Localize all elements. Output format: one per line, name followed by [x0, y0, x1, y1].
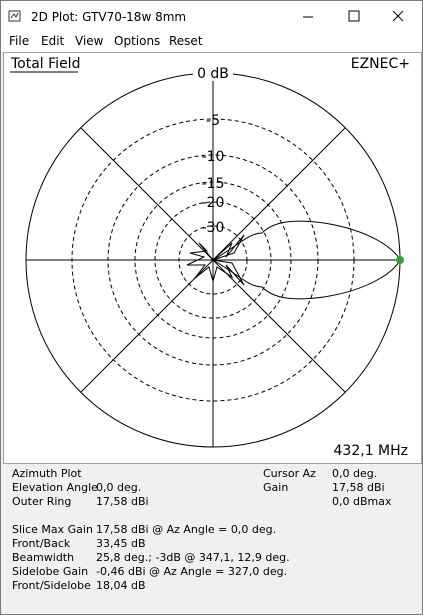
info-label: Outer Ring	[12, 495, 72, 508]
info-label: Elevation Angle	[12, 481, 98, 494]
info-label: Front/Back	[12, 537, 71, 550]
maximize-button[interactable]	[348, 10, 360, 22]
info-value: 17,58 dBi @ Az Angle = 0,0 deg.	[96, 523, 277, 536]
ring-label: -30	[202, 220, 225, 236]
info-value: -0,46 dBi @ Az Angle = 327,0 deg.	[96, 565, 288, 578]
info-value: 18,04 dB	[96, 579, 146, 592]
menu-item[interactable]: Edit	[41, 34, 65, 48]
info-label: Azimuth Plot	[12, 467, 82, 480]
label-bg	[193, 65, 233, 81]
info-value: 17,58 dBi	[96, 495, 149, 508]
ring-label: -15	[202, 176, 225, 192]
back-lobes	[186, 234, 245, 286]
info-value: 33,45 dB	[96, 537, 146, 550]
info-label: Beamwidth	[12, 551, 75, 564]
menu-bar: File Edit View Options Reset	[1, 32, 422, 52]
menu-item[interactable]: Reset	[169, 34, 203, 48]
polar-plot: Total Field EZNEC+	[10, 56, 410, 459]
menu-item[interactable]: Options	[114, 34, 161, 48]
info-value: 0,0 deg.	[96, 481, 142, 494]
title-icons: 2D Plot: GTV70-18w 8mm	[8, 10, 404, 24]
cursor-marker	[396, 256, 404, 264]
window-title: 2D Plot: GTV70-18w 8mm	[31, 10, 186, 24]
info-label: Gain	[263, 481, 289, 494]
info-label: Front/Sidelobe	[12, 579, 91, 592]
info-value: 17,58 dBi	[332, 481, 385, 494]
menu-item[interactable]: View	[75, 34, 104, 48]
app-icon-glyph	[10, 12, 19, 19]
menu-item[interactable]: File	[9, 34, 30, 48]
info-label: Slice Max Gain	[12, 523, 93, 536]
info-label: Cursor Az	[263, 467, 316, 480]
app-icon	[8, 10, 21, 22]
plot-area: Total Field EZNEC+	[3, 52, 422, 464]
ring-label: -10	[202, 149, 225, 165]
close-button[interactable]	[392, 10, 404, 22]
info-value: 0,0 deg.	[332, 467, 378, 480]
field-label: Total Field	[10, 56, 80, 72]
title-bar: 2D Plot: GTV70-18w 8mm	[1, 1, 422, 32]
frequency: 432,1 MHz	[334, 443, 408, 459]
brand: EZNEC+	[351, 56, 410, 72]
ring-label: 0 dB	[197, 66, 229, 82]
info-label: Sidelobe Gain	[12, 565, 89, 578]
info-value: 0,0 dBmax	[332, 495, 392, 508]
ring-label: -20	[202, 195, 225, 211]
ring-label: -5	[206, 113, 220, 129]
info-value: 25,8 deg.; -3dB @ 347,1, 12,9 deg.	[96, 551, 290, 564]
info-panel: Azimuth Plot Elevation Angle 0,0 deg. Ou…	[1, 464, 422, 614]
